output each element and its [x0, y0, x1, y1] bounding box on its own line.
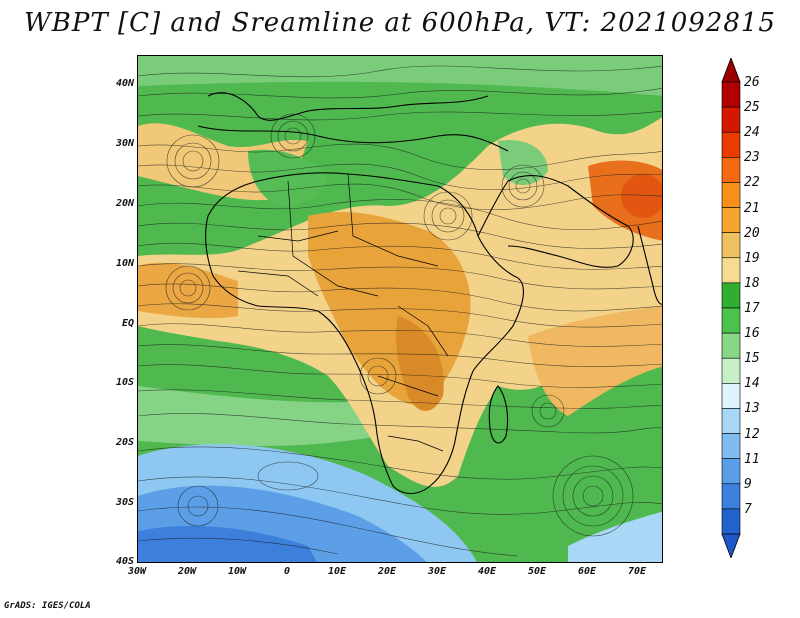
lon-label-10e: 10E	[327, 566, 347, 577]
colorbar-label: 9	[744, 476, 752, 492]
lat-label-10s: 10S	[115, 377, 134, 388]
field-blue-se	[568, 511, 662, 562]
colorbar-segment	[721, 508, 741, 535]
credit-text: GrADS: IGES/COLA	[4, 601, 91, 611]
lon-label-20e: 20E	[377, 566, 397, 577]
colorbar-segment	[721, 81, 741, 108]
field-green-patch-2	[498, 140, 548, 186]
colorbar-segment	[721, 131, 741, 158]
lon-label-50e: 50E	[527, 566, 547, 577]
colorbar-label: 22	[744, 175, 760, 191]
lat-label-30n: 30N	[115, 138, 134, 149]
colorbar-bottom-arrow	[721, 533, 741, 558]
field-warm-east	[528, 306, 662, 416]
colorbar-scale	[721, 58, 741, 558]
colorbar-label: 25	[744, 100, 760, 116]
lon-label-40e: 40E	[477, 566, 497, 577]
streamlines	[138, 65, 662, 557]
lon-label-30e: 30E	[427, 566, 447, 577]
colorbar-segment	[721, 408, 741, 434]
colorbar-segment	[721, 157, 741, 183]
colorbar-segment	[721, 433, 741, 459]
colorbar-label: 16	[744, 326, 760, 342]
lat-label-40s: 40S	[115, 556, 134, 567]
wbpt-streamline-map	[138, 56, 662, 562]
colorbar-label: 7	[744, 501, 752, 517]
colorbar-segment	[721, 257, 741, 284]
field-light-green	[138, 386, 378, 446]
lat-label-30s: 30S	[115, 497, 134, 508]
colorbar-label: 11	[744, 451, 760, 467]
colorbar-segment	[721, 357, 741, 384]
lon-label-60e: 60E	[577, 566, 597, 577]
colorbar-label: 20	[744, 225, 760, 241]
lon-label-0: 0	[283, 566, 291, 577]
colorbar-label: 24	[744, 125, 760, 141]
colorbar-label: 23	[744, 150, 760, 166]
coastlines	[197, 92, 662, 495]
map-panel	[137, 55, 663, 563]
field-hot-core	[621, 174, 662, 218]
colorbar-top-arrow	[721, 58, 741, 83]
lat-label-eq: EQ	[121, 318, 134, 329]
lat-label-20n: 20N	[115, 198, 134, 209]
lat-label-40n: 40N	[115, 78, 134, 89]
lat-label-20s: 20S	[115, 437, 134, 448]
colorbar-segment	[721, 307, 741, 334]
colorbar-label: 14	[744, 376, 760, 392]
colorbar-label: 15	[744, 351, 760, 367]
colorbar-label: 26	[744, 75, 760, 90]
colorbar-segment	[721, 232, 741, 259]
colorbar-label: 19	[744, 250, 760, 266]
field-orange-deep	[396, 316, 444, 411]
colorbar-label: 17	[744, 301, 760, 316]
colorbar-segment	[721, 483, 741, 510]
colorbar-segment	[721, 182, 741, 208]
colorbar-label: 12	[744, 426, 760, 442]
colorbar-segment	[721, 383, 741, 409]
lon-label-20w: 20W	[177, 566, 197, 577]
lat-label-10n: 10N	[115, 258, 134, 269]
colorbar-label: 13	[744, 401, 760, 417]
lon-label-30w: 30W	[127, 566, 147, 577]
lon-label-70e: 70E	[627, 566, 647, 577]
map-title: WBPT [C] and Sreamline at 600hPa, VT: 20…	[24, 8, 776, 38]
colorbar-label: 18	[744, 275, 760, 291]
colorbar-segment	[721, 282, 741, 309]
colorbar-label: 21	[744, 200, 760, 216]
field-blue-deepest	[138, 526, 317, 562]
colorbar-segment	[721, 332, 741, 359]
colorbar-segment	[721, 458, 741, 485]
colorbar-segment	[721, 106, 741, 133]
field-light-green-north	[138, 56, 662, 96]
colorbar-segment	[721, 207, 741, 233]
lon-label-10w: 10W	[227, 566, 247, 577]
